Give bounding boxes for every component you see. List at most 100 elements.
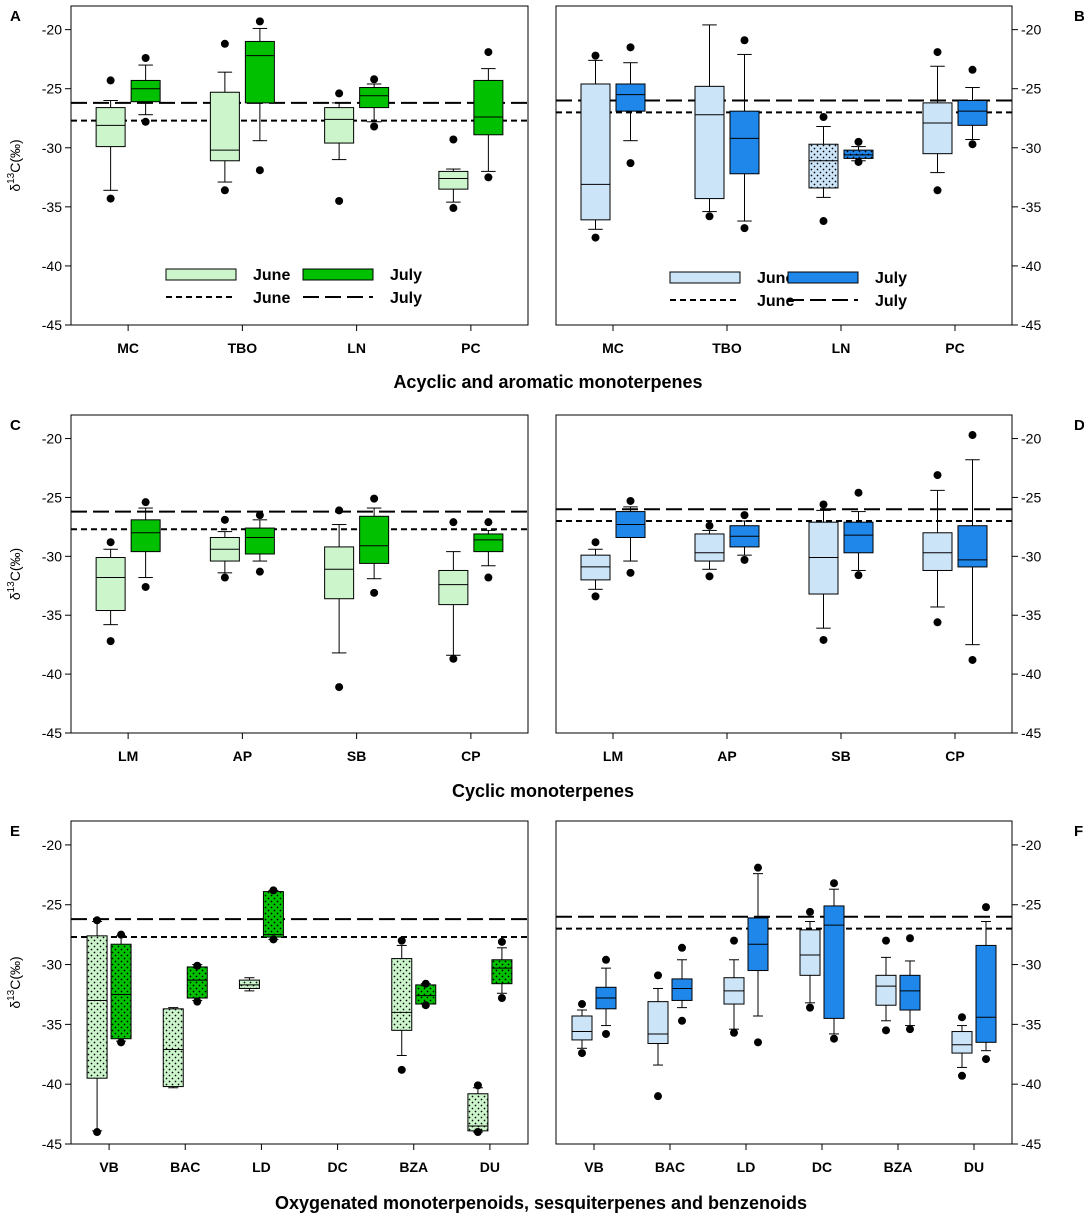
panel-label-b: B [1074, 8, 1084, 25]
plot-frame [555, 5, 1013, 326]
box-body [975, 944, 997, 1043]
plot-frame [70, 414, 529, 734]
outlier-point [882, 1026, 890, 1035]
outlier-point [370, 588, 379, 597]
legend-label: July [390, 290, 422, 307]
outlier-point [906, 1025, 914, 1034]
outlier-point [968, 431, 977, 440]
box-june-du [951, 1013, 973, 1080]
box-june-mc [580, 51, 611, 242]
outlier-point [421, 979, 430, 988]
box-june-sb [324, 506, 355, 692]
y-tick-label: -20 [42, 837, 62, 853]
y-tick-label: -20 [1021, 837, 1041, 853]
box-july-bza [899, 934, 921, 1034]
box-june-sb [808, 500, 839, 644]
outlier-point [578, 1049, 586, 1058]
legend: June July June July [165, 267, 422, 307]
box-july-vb [595, 955, 617, 1038]
outlier-point [220, 515, 229, 524]
outlier-point [830, 879, 838, 888]
box-body [729, 110, 760, 175]
box-body [162, 1008, 184, 1088]
box-body [580, 83, 611, 221]
x-tick-label: MC [602, 340, 624, 356]
outlier-point [933, 618, 942, 627]
box-body [438, 569, 469, 606]
panel-e: E -20 -25 -30 -35 -40 -45 δ13C(‰) VB BAC LD DC BZA DU [6, 820, 529, 1175]
outlier-point [370, 75, 379, 84]
y-tick-label: -35 [1021, 199, 1041, 215]
outlier-point [705, 521, 714, 530]
x-tick-label: VB [584, 1159, 603, 1175]
outlier-point [449, 518, 458, 527]
x-tick-label: LD [252, 1159, 271, 1175]
outlier-point [473, 1128, 482, 1137]
plot-frame [555, 820, 1013, 1145]
outlier-point [220, 186, 229, 195]
section-title-2: Cyclic monoterpenes [452, 781, 634, 801]
y-tick-label: -20 [42, 431, 62, 447]
box-body [899, 974, 921, 1011]
outlier-point [106, 538, 115, 547]
box-body [580, 554, 611, 581]
box-june-cp [438, 518, 469, 663]
box-body [473, 533, 504, 553]
box-july-ln [843, 137, 874, 166]
panel-label-c: C [10, 417, 21, 434]
outlier-point [933, 186, 942, 195]
box-body [262, 891, 284, 938]
box-july-mc [130, 53, 161, 126]
panel-label-d: D [1074, 417, 1084, 434]
x-tick-label: VB [99, 1159, 118, 1175]
box-body [359, 87, 390, 109]
outlier-point [255, 511, 264, 520]
box-june-ld [238, 977, 260, 992]
outlier-point [106, 194, 115, 203]
y-tick-label: -30 [42, 957, 62, 973]
outlier-point [626, 568, 635, 577]
outlier-point [819, 217, 828, 226]
legend-label: June [253, 267, 290, 284]
box-july-du [975, 903, 997, 1064]
y-tick-label: -45 [1021, 317, 1041, 333]
x-tick-label: LM [603, 748, 623, 764]
y-tick-label: -40 [42, 666, 62, 682]
outlier-point [484, 173, 493, 182]
box-body [238, 979, 260, 989]
outlier-point [806, 907, 814, 916]
y-tick-label: -30 [42, 548, 62, 564]
outlier-point [484, 518, 493, 527]
outlier-point [730, 1028, 738, 1037]
box-july-ld [747, 863, 769, 1047]
box-body [671, 978, 693, 1001]
outlier-point [484, 573, 493, 582]
y-tick-label: -45 [1021, 725, 1041, 741]
outlier-point [678, 1016, 686, 1025]
box-june-tbo [694, 24, 725, 221]
box-body [957, 100, 988, 126]
outlier-point [819, 113, 828, 122]
y-tick-label: -35 [1021, 1016, 1041, 1032]
y-tick-label: -25 [42, 489, 62, 505]
legend-label: July [875, 270, 907, 287]
outlier-point [933, 48, 942, 57]
legend-label: June [757, 270, 794, 287]
box-body [843, 521, 874, 554]
outlier-point [117, 930, 126, 939]
box-body [808, 521, 839, 595]
box-june-bac [647, 971, 669, 1101]
box-june-vb [86, 916, 108, 1137]
y-tick-label: -35 [42, 1016, 62, 1032]
y-axis-label: δ13C(‰) [6, 956, 23, 1008]
box-july-sb [843, 488, 874, 580]
box-body [415, 984, 437, 1005]
box-july-mc [615, 43, 646, 168]
box-july-bza [415, 979, 437, 1010]
x-tick-label: TBO [228, 340, 258, 356]
outlier-point [106, 637, 115, 646]
box-body [615, 83, 646, 112]
box-june-bza [391, 936, 413, 1074]
